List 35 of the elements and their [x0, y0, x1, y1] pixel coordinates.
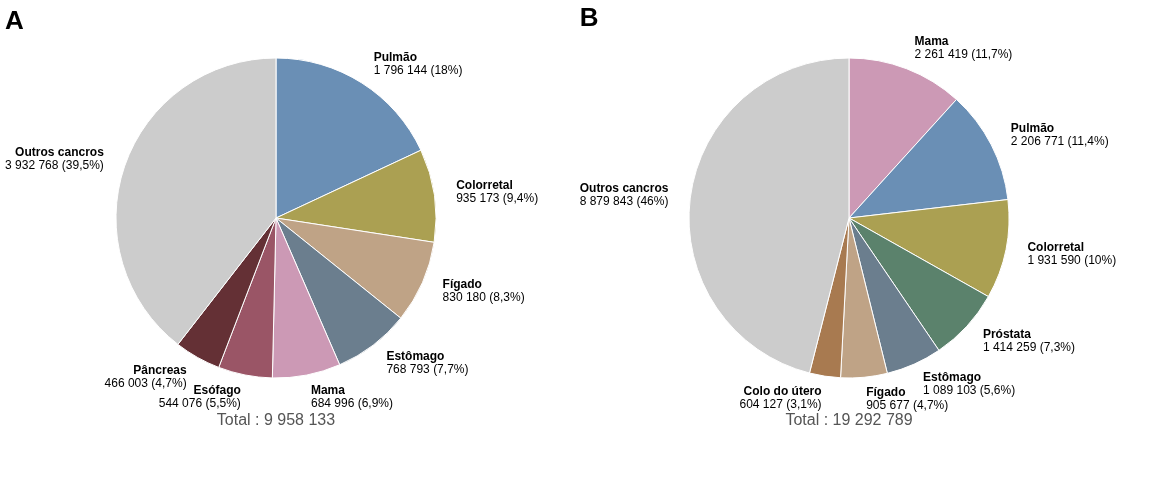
data-label: 2 261 419 (11,7%) [914, 47, 1013, 62]
slice-label: Mama [310, 382, 346, 397]
data-label: 3 932 768 (39,5%) [5, 158, 104, 173]
data-label: 8 879 843 (46%) [579, 194, 669, 209]
slice-label: Colo do útero [743, 383, 822, 398]
chart-title: B [579, 2, 599, 33]
data-label: 684 996 (6,9%) [310, 395, 394, 410]
text: Total : 19 292 789 [785, 411, 913, 428]
data-label: 1 089 103 (5,6%) [923, 383, 1016, 398]
data-label: 1 931 590 (10%) [1027, 252, 1117, 267]
data-label: 544 076 (5,5%) [158, 395, 241, 410]
data-label: 830 180 (8,3%) [442, 290, 525, 305]
slice-label: Mama [914, 34, 949, 49]
slice-label: Outros cancros [15, 145, 105, 160]
data-label: 905 677 (4,7%) [866, 398, 949, 413]
chart-title: A [5, 5, 25, 35]
slice-label: Pulmão [1010, 120, 1055, 135]
text: Total : 9 958 133 [216, 411, 336, 428]
slice-label: Estômago [386, 348, 445, 363]
slice-label: Próstata [982, 327, 1032, 342]
data-label: 2 206 771 (11,4%) [1010, 133, 1109, 148]
slice-label: Colorretal [1027, 239, 1085, 254]
data-label: 1 414 259 (7,3%) [982, 340, 1076, 355]
slice-label: Fígado [866, 385, 906, 400]
slice-label: Pulmão [373, 50, 418, 65]
data-label: 466 003 (4,7%) [104, 375, 187, 390]
slice-label: Estômago [923, 370, 982, 385]
data-label: 604 127 (3,1%) [739, 396, 822, 411]
slice-label: Pâncreas [133, 362, 187, 377]
slice-label: Outros cancros [579, 181, 669, 196]
data-label: 935 173 (9,4%) [456, 191, 539, 206]
slice-label: Fígado [442, 277, 482, 292]
slice-label: Colorretal [456, 178, 513, 193]
slice-label: Esófago [193, 382, 241, 397]
data-label: 1 796 144 (18%) [373, 63, 463, 78]
